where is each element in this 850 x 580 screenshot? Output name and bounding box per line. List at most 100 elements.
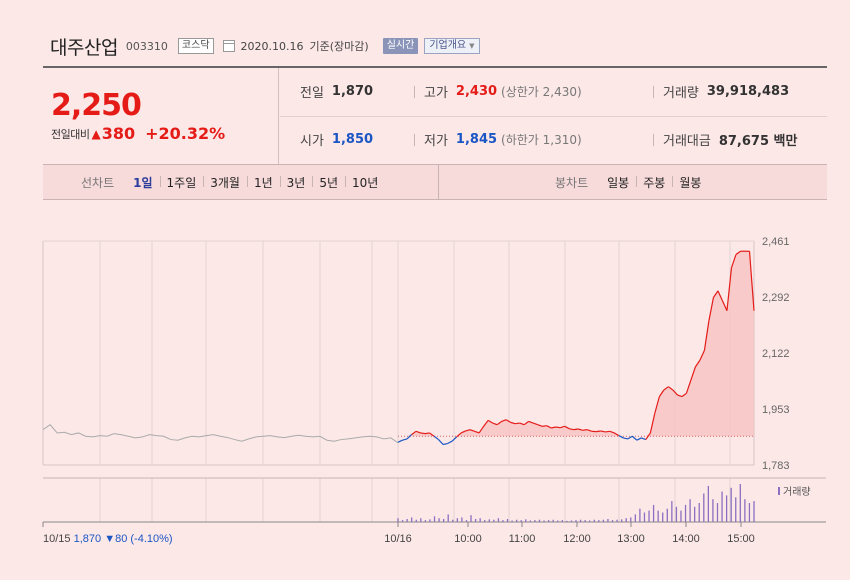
market-badge: 코스닥 bbox=[177, 38, 214, 54]
divider bbox=[653, 134, 654, 146]
price-line-segment bbox=[609, 430, 615, 434]
x-tick-label: 13:00 bbox=[617, 533, 645, 545]
price-line-segment bbox=[478, 426, 485, 434]
price-line-segment bbox=[411, 430, 417, 436]
stat-amount-label: 거래대금 bbox=[663, 134, 711, 149]
change-rate: +20.32% bbox=[145, 124, 226, 143]
price-line-segment bbox=[614, 432, 620, 437]
price-line-segment bbox=[442, 442, 448, 446]
stat-open: 시가 1,850 bbox=[300, 130, 373, 149]
x-tick-label: 10/16 bbox=[384, 533, 412, 545]
price-line-segment bbox=[447, 440, 453, 445]
price-line-segment bbox=[618, 435, 624, 439]
y-tick-label: 1,783 bbox=[762, 460, 790, 472]
stat-high-label: 고가 bbox=[424, 86, 448, 101]
price-line-segment bbox=[528, 420, 534, 424]
change-row: 전일대비 ▲ 380 +20.32% bbox=[51, 124, 225, 143]
price-line-segment bbox=[510, 421, 516, 425]
realtime-button[interactable]: 실시간 bbox=[382, 38, 419, 54]
price-line-segment bbox=[726, 267, 733, 311]
price-line-segment bbox=[645, 432, 651, 440]
stats-panel: 전일 1,870 고가 2,430 (상한가 2,430) 거래량 39,918… bbox=[280, 68, 827, 164]
price-box: 2,250 전일대비 ▲ 380 +20.32% bbox=[43, 68, 279, 164]
stat-amount-value: 87,675 백만 bbox=[718, 134, 798, 149]
candle-daily[interactable]: 일봉 bbox=[607, 175, 630, 190]
stat-low: 저가 1,845 (하한가 1,310) bbox=[424, 130, 582, 149]
divider bbox=[414, 86, 415, 98]
period-1d[interactable]: 1일 bbox=[133, 175, 153, 190]
stat-lower-limit: (하한가 1,310) bbox=[501, 133, 582, 147]
price-line-segment bbox=[433, 435, 439, 441]
price-line-segment bbox=[681, 392, 687, 398]
candle-monthly[interactable]: 월봉 bbox=[672, 174, 708, 191]
period-3m[interactable]: 3개월 bbox=[203, 174, 247, 191]
price-line-segment bbox=[551, 426, 556, 429]
price-line-segment bbox=[658, 389, 665, 397]
header-divider bbox=[43, 66, 827, 68]
price-line-segment bbox=[663, 386, 669, 391]
price-line-segment bbox=[623, 437, 628, 440]
company-info-label: 기업개요 bbox=[429, 40, 467, 51]
price-line-segment bbox=[487, 419, 493, 424]
period-3y[interactable]: 3년 bbox=[279, 174, 313, 191]
price-line-segment bbox=[451, 436, 457, 442]
volume-legend-swatch bbox=[778, 487, 780, 495]
price-line-segment bbox=[748, 251, 755, 311]
price-line-segment bbox=[708, 297, 715, 321]
calendar-icon bbox=[222, 40, 235, 52]
period-5y[interactable]: 5년 bbox=[312, 174, 345, 191]
price-line-segment bbox=[587, 429, 592, 432]
price-line-segment bbox=[406, 434, 412, 440]
stats-divider bbox=[280, 116, 827, 117]
price-line-segment bbox=[717, 290, 724, 302]
divider bbox=[438, 165, 439, 199]
candle-chart-periods: 봉차트 일봉 주봉 월봉 bbox=[555, 165, 708, 199]
price-line-segment bbox=[555, 426, 561, 429]
price-line-segment bbox=[721, 300, 728, 311]
price-line-segment bbox=[668, 386, 674, 391]
x-tick-label: 10:00 bbox=[454, 533, 482, 545]
stat-prev-value: 1,870 bbox=[331, 84, 374, 99]
price-line-segment bbox=[415, 430, 421, 434]
divider bbox=[414, 134, 415, 146]
price-line-segment bbox=[546, 425, 552, 429]
price-line-segment bbox=[636, 437, 642, 441]
stat-open-label: 시가 bbox=[300, 134, 324, 149]
price-line-segment bbox=[564, 425, 570, 430]
price-line-segment bbox=[712, 290, 719, 298]
chevron-down-icon: ▼ bbox=[469, 42, 475, 50]
stock-header: 대주산업 003310 코스닥 2020.10.16 기준(장마감) 실시간 기… bbox=[50, 34, 480, 59]
stock-code: 003310 bbox=[125, 39, 168, 53]
period-1w[interactable]: 1주일 bbox=[159, 174, 204, 191]
stat-low-label: 저가 bbox=[424, 134, 448, 149]
price-line-segment bbox=[402, 438, 408, 441]
stat-high-value: 2,430 bbox=[455, 84, 498, 99]
up-arrow-icon: ▲ bbox=[91, 126, 101, 141]
price-line-segment bbox=[631, 435, 638, 441]
previous-day-line bbox=[42, 424, 399, 444]
stat-upper-limit: (상한가 2,430) bbox=[501, 85, 582, 99]
price-line-segment bbox=[505, 419, 511, 423]
price-line-segment bbox=[465, 429, 471, 432]
price-line-segment bbox=[492, 422, 498, 426]
candle-chart-title: 봉차트 bbox=[555, 175, 589, 190]
period-1y[interactable]: 1년 bbox=[246, 174, 280, 191]
quote-basis: 기준(장마감) bbox=[309, 40, 369, 53]
period-10y[interactable]: 10년 bbox=[345, 174, 385, 191]
quote-date: 2020.10.16 bbox=[240, 39, 304, 53]
price-line-segment bbox=[677, 394, 683, 398]
price-line-segment bbox=[469, 429, 475, 432]
price-line-segment bbox=[641, 437, 647, 441]
candle-weekly[interactable]: 주봉 bbox=[636, 174, 672, 191]
price-line-segment bbox=[703, 320, 710, 351]
stat-prev-label: 전일 bbox=[300, 86, 324, 101]
price-line-segment bbox=[730, 254, 737, 268]
price-line-segment bbox=[600, 430, 606, 433]
price-line-segment bbox=[523, 420, 530, 426]
price-line-segment bbox=[474, 430, 480, 434]
company-info-button[interactable]: 기업개요 ▼ bbox=[424, 38, 480, 54]
price-line-segment bbox=[685, 379, 692, 394]
change-value: 380 bbox=[101, 124, 136, 143]
price-line-segment bbox=[582, 429, 588, 431]
